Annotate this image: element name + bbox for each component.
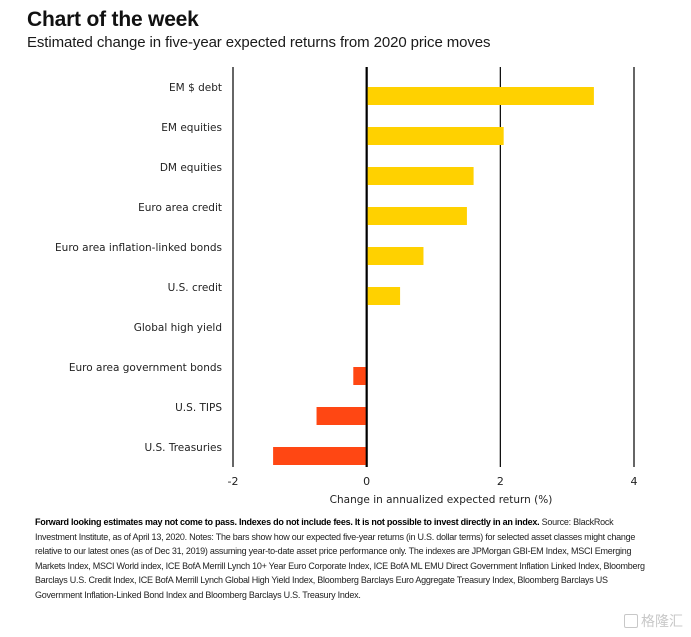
bar-u-s-credit	[366, 287, 401, 305]
category-label: U.S. TIPS	[175, 402, 222, 414]
bar-dm-equities	[366, 167, 474, 185]
gelonghui-logo-icon	[624, 614, 638, 628]
x-tick-label: 4	[631, 475, 638, 488]
bar-euro-area-credit	[366, 207, 467, 225]
tick-labels: -2 0 2 4	[228, 475, 638, 488]
bars	[273, 87, 594, 465]
footnote-disclaimer: Forward looking estimates may not come t…	[35, 517, 540, 527]
bar-euro-area-government-bonds	[353, 367, 367, 385]
category-label: U.S. Treasuries	[144, 442, 222, 454]
bar-em-equities	[366, 127, 504, 145]
x-tick-label: -2	[228, 475, 239, 488]
bar-u-s-tips	[316, 407, 367, 425]
x-tick-label: 2	[497, 475, 504, 488]
category-label: Euro area credit	[138, 202, 222, 214]
footnote: Forward looking estimates may not come t…	[35, 515, 655, 603]
category-label: U.S. credit	[168, 282, 222, 294]
chart-subtitle: Estimated change in five-year expected r…	[27, 34, 491, 51]
bar-u-s-treasuries	[273, 447, 367, 465]
chart-title: Chart of the week	[27, 8, 199, 31]
bar-euro-area-inflation-linked-bonds	[366, 247, 424, 265]
category-label: EM equities	[161, 122, 222, 134]
watermark-text: 格隆汇	[641, 613, 683, 629]
bar-chart: EM $ debt EM equities DM equities Euro area…	[55, 67, 638, 506]
footnote-source: Source: BlackRock Investment Institute, …	[35, 517, 645, 600]
watermark: 格隆汇	[624, 611, 683, 631]
category-label: EM $ debt	[169, 82, 222, 94]
x-axis-label: Change in annualized expected return (%)	[330, 494, 553, 506]
category-label: Euro area inflation-linked bonds	[55, 242, 222, 254]
bar-em-debt	[366, 87, 594, 105]
category-label: Euro area government bonds	[69, 362, 222, 374]
x-tick-label: 0	[363, 475, 370, 488]
category-label: Global high yield	[134, 322, 222, 334]
category-labels: EM $ debt EM equities DM equities Euro area…	[55, 82, 222, 454]
category-label: DM equities	[160, 162, 222, 174]
